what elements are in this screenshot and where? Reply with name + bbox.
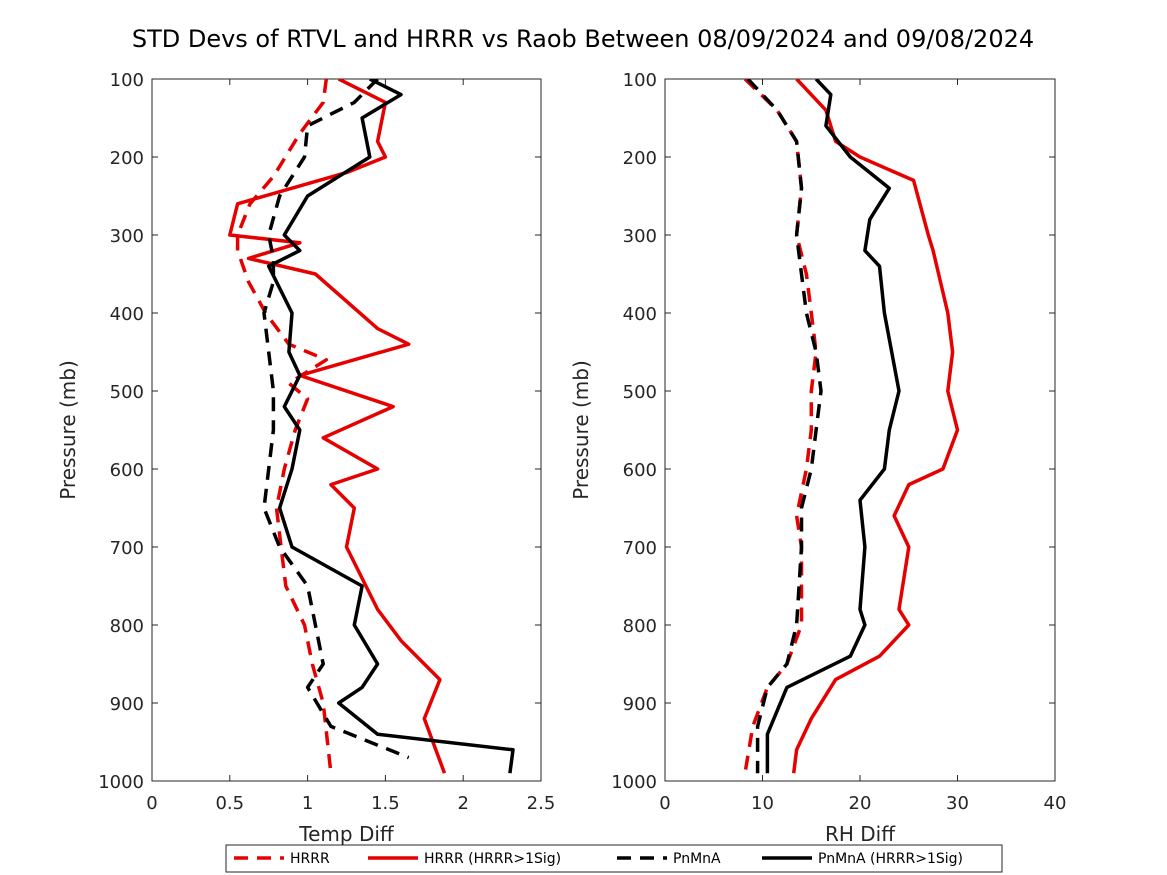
series-line-pnmna-hrrr-1sig <box>765 79 901 774</box>
series-line-pnmna <box>746 79 823 774</box>
series-line-pnmna-hrrr-1sig <box>266 79 515 774</box>
y-axis-label: Pressure (mb) <box>569 360 593 500</box>
x-tick-label: 10 <box>751 793 774 814</box>
y-axis-label: Pressure (mb) <box>56 360 80 500</box>
series-line-hrrr-hrrr-1sig <box>228 79 447 774</box>
y-tick-label: 700 <box>110 538 144 559</box>
chart-panels: 0 0.5 1 1.5 2 2.51002003004005006007008009001… <box>56 70 1066 846</box>
x-tick-label: 30 <box>946 793 969 814</box>
x-axis-label: Temp Diff <box>298 822 395 846</box>
y-tick-label: 400 <box>110 304 144 325</box>
y-tick-label: 500 <box>110 382 144 403</box>
y-tick-label: 100 <box>623 70 657 91</box>
y-tick-label: 900 <box>110 694 144 715</box>
y-tick-label: 500 <box>623 382 657 403</box>
chart-title: STD Devs of RTVL and HRRR vs Raob Betwee… <box>132 25 1034 53</box>
x-tick-label: 40 <box>1044 793 1067 814</box>
y-tick-label: 1000 <box>611 772 657 793</box>
chart-panel-2: 0 10 20 30 40 100 200 300 400 500 600 700 800 900 1000… <box>569 70 1066 846</box>
y-tick-label: 600 <box>623 460 657 481</box>
y-tick-label: 400 <box>623 304 657 325</box>
y-tick-label: 700 <box>623 538 657 559</box>
chart-panel-1: 0 0.5 1 1.5 2 2.5 100 200 300 400 500 600 700 800 900 1… <box>56 70 555 846</box>
x-tick-label: 2 <box>457 793 468 814</box>
x-tick-label: 1.5 <box>371 793 400 814</box>
y-tick-label: 300 <box>110 226 144 247</box>
x-tick-label: 2.5 <box>527 793 556 814</box>
plot-area <box>664 78 1056 782</box>
legend-box <box>225 844 1003 873</box>
legend-entry-label: HRRR <box>290 851 330 867</box>
y-tick-label: 900 <box>623 694 657 715</box>
x-axis-label: RH Diff <box>825 822 896 846</box>
series-line-hrrr-hrrr-1sig <box>791 79 960 774</box>
y-tick-label: 600 <box>110 460 144 481</box>
legend-entry-label: PnMnA (HRRR>1Sig) <box>818 851 963 867</box>
y-tick-label: 100 <box>110 70 144 91</box>
y-tick-label: 1000 <box>98 772 144 793</box>
y-tick-label: 800 <box>623 616 657 637</box>
y-tick-label: 200 <box>110 148 144 169</box>
legend-entry-label: HRRR (HRRR>1Sig) <box>424 851 561 867</box>
legend-entry-label: PnMnA <box>673 851 721 867</box>
plot-area <box>151 78 542 782</box>
x-tick-label: 0 <box>146 793 157 814</box>
legend: HRRR HRRR (HRRR>1Sig) PnMnA PnMnA (HRRR>1Si… <box>225 844 1003 873</box>
x-tick-label: 20 <box>849 793 872 814</box>
y-tick-label: 200 <box>623 148 657 169</box>
y-tick-label: 800 <box>110 616 144 637</box>
x-tick-label: 0.5 <box>215 793 244 814</box>
y-tick-label: 300 <box>623 226 657 247</box>
x-tick-label: 0 <box>659 793 670 814</box>
x-tick-label: 1 <box>302 793 313 814</box>
